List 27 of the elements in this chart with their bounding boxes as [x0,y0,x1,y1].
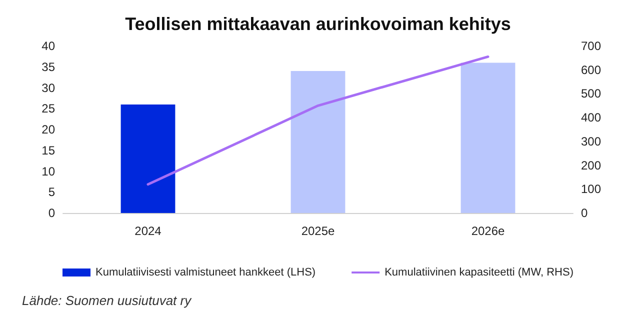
x-tick-label: 2025e [301,224,336,238]
legend-label: Kumulatiivinen kapasiteetti (MW, RHS) [384,266,574,278]
y-tick-label: 40 [42,39,56,53]
y2-tick-label: 300 [581,134,602,148]
y-tick-label: 15 [42,143,56,158]
y-tick-label: 0 [48,206,56,220]
y2-tick-label: 100 [581,182,602,196]
y2-tick-label: 500 [581,86,602,101]
y2-tick-label: 0 [581,206,588,220]
y2-tick-label: 400 [581,110,602,125]
y-tick-label: 30 [42,80,56,95]
y-tick-label: 35 [42,60,56,74]
y2-tick-label: 600 [581,62,602,77]
text: Lähde: Suomen uusiutuvat ry [22,293,193,308]
legend-label: Kumulatiivisesti valmistuneet hankkeet (LHS) [96,266,316,278]
y-tick-label: 5 [48,185,56,200]
y-tick-label: 20 [42,122,56,136]
bar [120,104,176,213]
bar [460,62,516,213]
y-tick-label: 10 [42,164,56,178]
x-tick-label: 2026e [471,224,506,238]
y2-tick-label: 200 [581,158,602,172]
y2-tick-label: 700 [581,39,602,53]
x-tick-label: 2024 [134,224,162,238]
chart-title: Teollisen mittakaavan aurinkovoiman kehitys [125,14,511,34]
y-tick-label: 25 [42,102,56,116]
bar [290,71,346,213]
